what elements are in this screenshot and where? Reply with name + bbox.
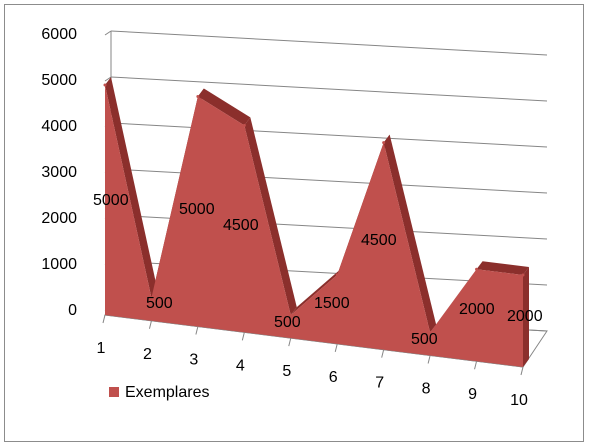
data-label: 1500 (314, 295, 350, 312)
x-tick-label: 7 (375, 375, 384, 392)
area-chart: 0100020003000400050006000500050050004500… (41, 26, 548, 409)
data-label: 500 (411, 331, 438, 348)
y-tick-label: 2000 (41, 210, 77, 227)
y-tick-label: 5000 (41, 72, 77, 89)
gridline (110, 30, 548, 56)
x-tick-mark (474, 361, 478, 370)
data-label: 2000 (459, 301, 495, 318)
data-point (521, 273, 525, 277)
y-tick-label: 1000 (41, 256, 77, 273)
area-front-face (105, 85, 523, 367)
legend-swatch (109, 387, 119, 397)
y-tick-label: 4000 (41, 118, 77, 135)
y-tick-mark (104, 76, 112, 82)
x-tick-label: 1 (97, 340, 106, 357)
x-tick-label: 9 (468, 386, 477, 403)
x-tick-mark (148, 320, 152, 329)
area-top-face (105, 77, 158, 298)
y-tick-label: 0 (68, 302, 77, 319)
x-tick-mark (427, 355, 431, 364)
data-label: 500 (146, 295, 173, 312)
x-tick-label: 2 (143, 346, 152, 363)
data-point (242, 123, 246, 127)
data-label: 5000 (179, 201, 215, 218)
data-point (289, 313, 293, 317)
area-top-face (244, 117, 297, 316)
data-point (335, 273, 339, 277)
area-top-face (290, 266, 344, 316)
area-top-face (383, 134, 437, 333)
gridline (110, 122, 548, 148)
data-label: 5000 (93, 192, 129, 209)
data-point (103, 83, 107, 87)
data-label: 4500 (361, 232, 397, 249)
area-top-face (197, 88, 251, 126)
x-tick-mark (241, 332, 245, 341)
data-point (428, 330, 432, 334)
gridline (110, 76, 548, 102)
x-tick-label: 10 (510, 392, 528, 409)
x-tick-mark (381, 349, 385, 358)
data-point (382, 141, 386, 145)
x-tick-mark (195, 326, 199, 335)
x-tick-label: 6 (329, 369, 338, 386)
x-tick-mark (334, 343, 338, 353)
x-tick-label: 8 (422, 380, 431, 397)
y-tick-label: 3000 (41, 164, 77, 181)
y-tick-label: 6000 (41, 26, 77, 43)
data-label: 4500 (223, 217, 259, 234)
x-tick-mark (520, 366, 524, 376)
area-top-face (476, 261, 529, 275)
y-tick-mark (104, 30, 112, 36)
data-point (149, 296, 153, 300)
x-tick-mark (288, 337, 292, 347)
chart-frame: 0 1000 2000 3000 4000 5000 6000 5000 500 5000 4500… (4, 4, 584, 442)
x-tick-label: 5 (282, 363, 291, 380)
data-point (196, 95, 200, 99)
legend-label: Exemplares (125, 384, 209, 401)
gridline (110, 168, 548, 194)
data-label: 2000 (507, 308, 543, 325)
x-tick-label: 4 (236, 357, 245, 374)
data-point (475, 267, 479, 271)
data-label: 500 (274, 314, 301, 331)
x-tick-label: 3 (189, 352, 198, 369)
area-side-face (523, 267, 529, 367)
x-tick-mark (102, 314, 106, 324)
